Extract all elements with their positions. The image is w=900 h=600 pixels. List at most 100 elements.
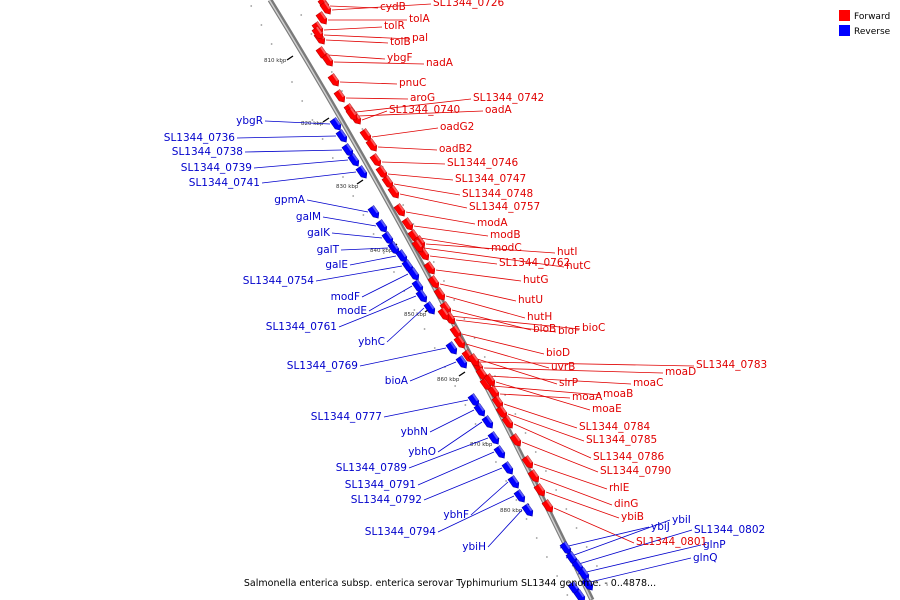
- tick-label: 840 kbp: [370, 248, 393, 254]
- forward-label-line: [539, 477, 613, 506]
- track-dot: [585, 546, 588, 548]
- reverse-label-line: [417, 451, 495, 486]
- reverse-gene-label: gpmA: [274, 194, 306, 206]
- legend: Forward Reverse: [839, 10, 891, 37]
- track-dot: [331, 157, 334, 159]
- forward-gene-label: SL1344_0762: [499, 257, 570, 269]
- reverse-gene-label: ybhO: [408, 446, 436, 458]
- track-dot: [432, 261, 435, 263]
- track-dot: [575, 527, 578, 529]
- forward-label-line: [533, 463, 608, 490]
- forward-gene-arrow: [521, 455, 534, 469]
- track-dot: [433, 347, 436, 349]
- forward-gene-arrow: [387, 185, 400, 199]
- forward-gene-label: bioB: [533, 323, 556, 335]
- track-dots: [250, 5, 609, 596]
- legend-forward-swatch: [839, 10, 850, 21]
- forward-label-line: [435, 269, 522, 282]
- forward-label-line: [461, 333, 545, 355]
- track-dot: [291, 81, 293, 83]
- reverse-gene-label: ybiJ: [651, 521, 670, 533]
- reverse-gene-label: ybiI: [672, 514, 691, 526]
- tick-label: 860 kbp: [437, 377, 460, 383]
- forward-gene-arrow: [375, 165, 388, 179]
- forward-gene-label: bioC: [582, 322, 605, 334]
- reverse-gene-arrow: [507, 475, 520, 489]
- forward-gene-label: aroG: [410, 92, 435, 104]
- track-dot: [474, 423, 477, 425]
- forward-label-line: [387, 173, 454, 181]
- reverse-gene-arrow: [415, 289, 428, 303]
- track-dot: [393, 271, 395, 273]
- legend-reverse-label: Reverse: [854, 27, 891, 37]
- forward-gene-label: rhlE: [609, 482, 629, 494]
- track-dot: [382, 252, 385, 254]
- forward-label-line: [355, 98, 472, 113]
- forward-gene-arrow: [533, 483, 546, 497]
- label-lines: [236, 3, 702, 585]
- reverse-gene-label: SL1344_0802: [694, 524, 765, 536]
- reverse-gene-arrow: [455, 355, 468, 369]
- reverse-gene-label: glnP: [703, 539, 726, 551]
- reverse-gene-label: SL1344_0777: [311, 411, 382, 423]
- forward-gene-label: bioF: [558, 325, 580, 337]
- forward-gene-label: moaE: [592, 403, 622, 415]
- forward-gene-arrow: [381, 175, 394, 189]
- reverse-gene-label: ybhC: [358, 336, 385, 348]
- track-dot: [330, 71, 333, 73]
- track-dot: [546, 556, 548, 558]
- forward-gene-label: pnuC: [399, 77, 426, 89]
- reverse-gene-arrow: [501, 461, 514, 475]
- reverse-gene-arrow: [395, 249, 408, 263]
- forward-label-line: [429, 255, 498, 265]
- track-dot: [484, 442, 487, 444]
- reverse-gene-label: SL1344_0738: [172, 146, 243, 158]
- forward-gene-label: dinG: [614, 498, 638, 510]
- tick-label: 830 kbp: [336, 184, 359, 190]
- track-dot: [341, 90, 343, 92]
- track-dot: [352, 195, 355, 197]
- forward-gene-label: oadG2: [440, 121, 474, 133]
- forward-gene-label: oadA: [485, 104, 513, 116]
- track-dot: [514, 413, 517, 415]
- reverse-gene-label: SL1344_0761: [266, 321, 337, 333]
- forward-gene-arrow: [359, 128, 372, 142]
- track-dot: [423, 328, 426, 330]
- forward-gene-label: hutG: [523, 274, 549, 286]
- reverse-gene-arrow: [375, 219, 388, 233]
- forward-gene-label: SL1344_0748: [462, 188, 533, 200]
- forward-gene-arrow: [453, 335, 466, 349]
- reverse-label-line: [437, 495, 515, 533]
- reverse-label-line: [383, 399, 469, 418]
- forward-gene-label: SL1344_0746: [447, 157, 519, 169]
- legend-forward-label: Forward: [854, 12, 890, 22]
- reverse-label-line: [361, 273, 409, 298]
- reverse-label-line: [315, 265, 403, 282]
- reverse-label-line: [331, 232, 383, 239]
- reverse-gene-arrow: [445, 341, 458, 355]
- reverse-label-line: [253, 159, 349, 169]
- track-dot: [412, 223, 415, 225]
- reverse-gene-arrow: [513, 489, 526, 503]
- track-dot: [515, 499, 518, 501]
- track-dot: [556, 575, 559, 577]
- track-dot: [342, 176, 344, 178]
- reverse-gene-arrow: [467, 393, 480, 407]
- forward-label-line: [455, 319, 557, 333]
- forward-gene-label: pal: [412, 32, 428, 44]
- forward-gene-label: modB: [490, 229, 521, 241]
- forward-label-line: [413, 225, 489, 237]
- forward-label-line: [323, 34, 411, 40]
- reverse-label-line: [261, 171, 357, 184]
- reverse-label-line: [565, 519, 671, 559]
- forward-label-line: [325, 39, 389, 44]
- reverse-gene-label: ybhN: [401, 426, 428, 438]
- forward-gene-arrow: [319, 1, 332, 15]
- forward-gene-arrow: [411, 239, 424, 253]
- reverse-gene-arrow: [407, 267, 420, 281]
- forward-label-line: [495, 381, 591, 411]
- track-dot: [311, 119, 314, 121]
- forward-label-line: [331, 3, 432, 11]
- reverse-gene-label: galM: [296, 211, 321, 223]
